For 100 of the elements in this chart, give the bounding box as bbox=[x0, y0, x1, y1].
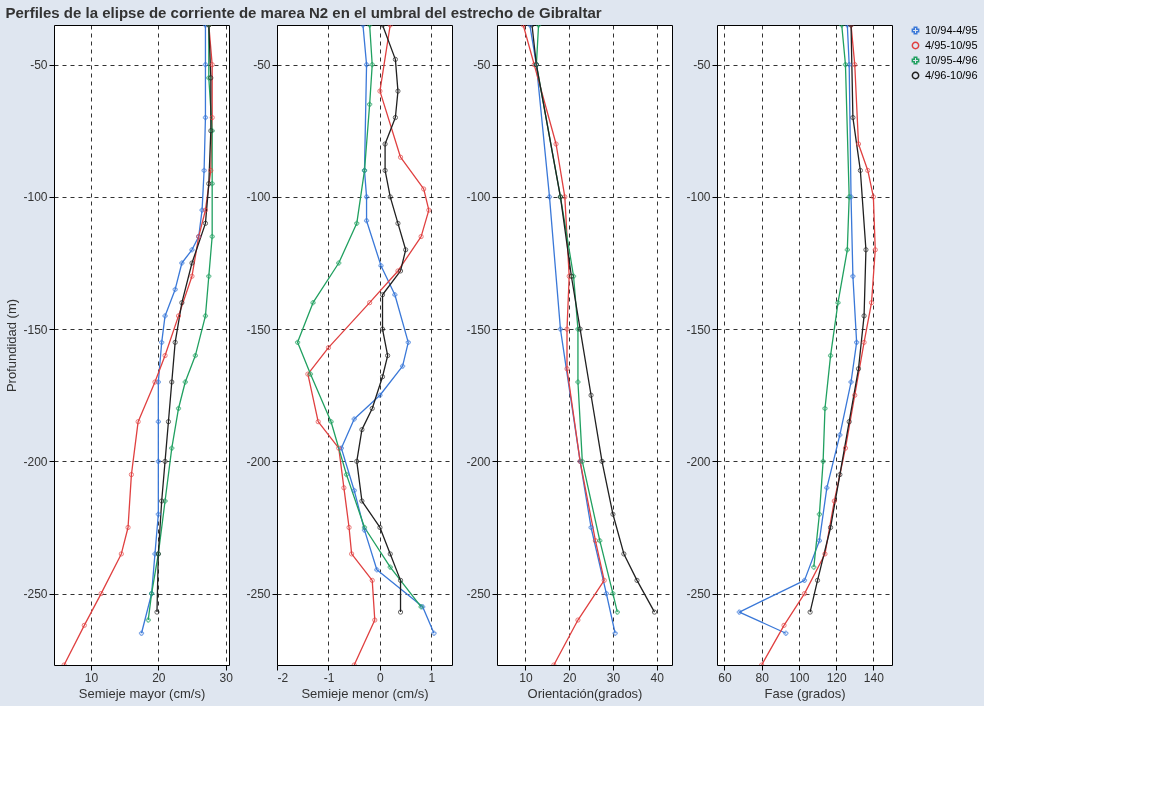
point bbox=[81, 622, 87, 628]
point bbox=[363, 218, 370, 224]
point bbox=[202, 313, 209, 319]
point bbox=[392, 114, 398, 121]
point bbox=[564, 326, 570, 332]
point bbox=[601, 577, 607, 583]
point bbox=[310, 300, 316, 306]
legend-label: 10/94-4/95 bbox=[925, 23, 978, 36]
point bbox=[846, 419, 852, 425]
point bbox=[169, 445, 175, 451]
legend-label: 4/95-10/95 bbox=[925, 38, 978, 51]
y-tick-label: -150 bbox=[23, 322, 48, 337]
point bbox=[382, 167, 388, 174]
point bbox=[822, 551, 828, 557]
point bbox=[564, 366, 570, 372]
point bbox=[209, 233, 215, 240]
point bbox=[392, 56, 398, 62]
point bbox=[852, 392, 858, 398]
point bbox=[827, 524, 834, 531]
point bbox=[372, 617, 378, 623]
point bbox=[814, 577, 821, 583]
point bbox=[155, 458, 161, 464]
x-tick-label: -2 bbox=[277, 670, 289, 685]
point bbox=[206, 273, 212, 279]
point bbox=[597, 538, 603, 544]
point bbox=[822, 405, 828, 412]
point bbox=[369, 577, 375, 583]
point bbox=[387, 194, 393, 200]
point bbox=[201, 167, 207, 174]
point bbox=[418, 233, 424, 240]
point bbox=[387, 564, 393, 570]
point bbox=[811, 564, 817, 570]
point bbox=[379, 374, 386, 380]
y-tick-label: -250 bbox=[686, 587, 711, 602]
point bbox=[315, 419, 321, 425]
point bbox=[837, 471, 843, 478]
point bbox=[397, 154, 404, 160]
point bbox=[397, 577, 404, 583]
point bbox=[861, 339, 867, 345]
point bbox=[842, 62, 849, 68]
point bbox=[202, 207, 209, 213]
point bbox=[842, 445, 849, 451]
legend-label: 10/95-4/96 bbox=[925, 53, 978, 66]
point bbox=[179, 300, 185, 306]
x-axis-title: Orientación(grados) bbox=[527, 685, 643, 701]
x-tick-label: 20 bbox=[152, 670, 166, 685]
x-tick-label: 0 bbox=[377, 670, 385, 685]
point bbox=[431, 630, 437, 636]
y-axis-title: Profundidad (m) bbox=[4, 298, 20, 393]
point bbox=[346, 524, 352, 531]
point bbox=[820, 458, 826, 464]
y-tick-label: -100 bbox=[246, 190, 271, 205]
x-axis-title: Semieje menor (cm/s) bbox=[301, 685, 429, 701]
point bbox=[199, 207, 205, 213]
point bbox=[189, 247, 195, 253]
y-tick-label: -100 bbox=[686, 190, 711, 205]
y-tick-label: -250 bbox=[466, 587, 491, 602]
point bbox=[118, 551, 124, 557]
point bbox=[354, 458, 360, 464]
point bbox=[603, 590, 609, 597]
point bbox=[614, 609, 620, 615]
y-tick-label: -50 bbox=[693, 58, 711, 73]
point bbox=[377, 88, 383, 94]
point bbox=[175, 405, 182, 412]
point bbox=[336, 260, 342, 266]
point bbox=[145, 617, 151, 623]
y-tick-label: -200 bbox=[246, 454, 271, 469]
point bbox=[125, 524, 131, 531]
point bbox=[855, 141, 862, 147]
point bbox=[612, 630, 618, 636]
point bbox=[155, 419, 161, 425]
y-tick-label: -50 bbox=[253, 58, 271, 73]
legend-label: 4/96-10/96 bbox=[925, 68, 978, 81]
point bbox=[801, 590, 808, 597]
point bbox=[155, 511, 161, 517]
point bbox=[189, 260, 195, 266]
point bbox=[192, 352, 198, 359]
x-tick-label: -1 bbox=[323, 670, 335, 685]
x-tick-label: 60 bbox=[718, 670, 732, 685]
point bbox=[553, 141, 559, 147]
point bbox=[128, 471, 135, 478]
y-tick-label: -50 bbox=[473, 58, 491, 73]
x-tick-label: 20 bbox=[563, 670, 577, 685]
point bbox=[182, 379, 188, 385]
point bbox=[172, 339, 178, 345]
point bbox=[179, 260, 185, 266]
point bbox=[870, 194, 876, 200]
point bbox=[736, 609, 742, 615]
y-tick-label: -150 bbox=[246, 322, 271, 337]
point bbox=[328, 419, 334, 425]
point bbox=[202, 220, 209, 226]
x-tick-label: 30 bbox=[606, 670, 621, 685]
point bbox=[369, 62, 375, 68]
point bbox=[848, 379, 854, 385]
y-tick-label: -250 bbox=[23, 587, 48, 602]
point bbox=[175, 313, 182, 319]
point bbox=[351, 416, 357, 422]
point bbox=[343, 471, 350, 478]
point bbox=[382, 141, 388, 147]
y-tick-label: -100 bbox=[23, 190, 48, 205]
